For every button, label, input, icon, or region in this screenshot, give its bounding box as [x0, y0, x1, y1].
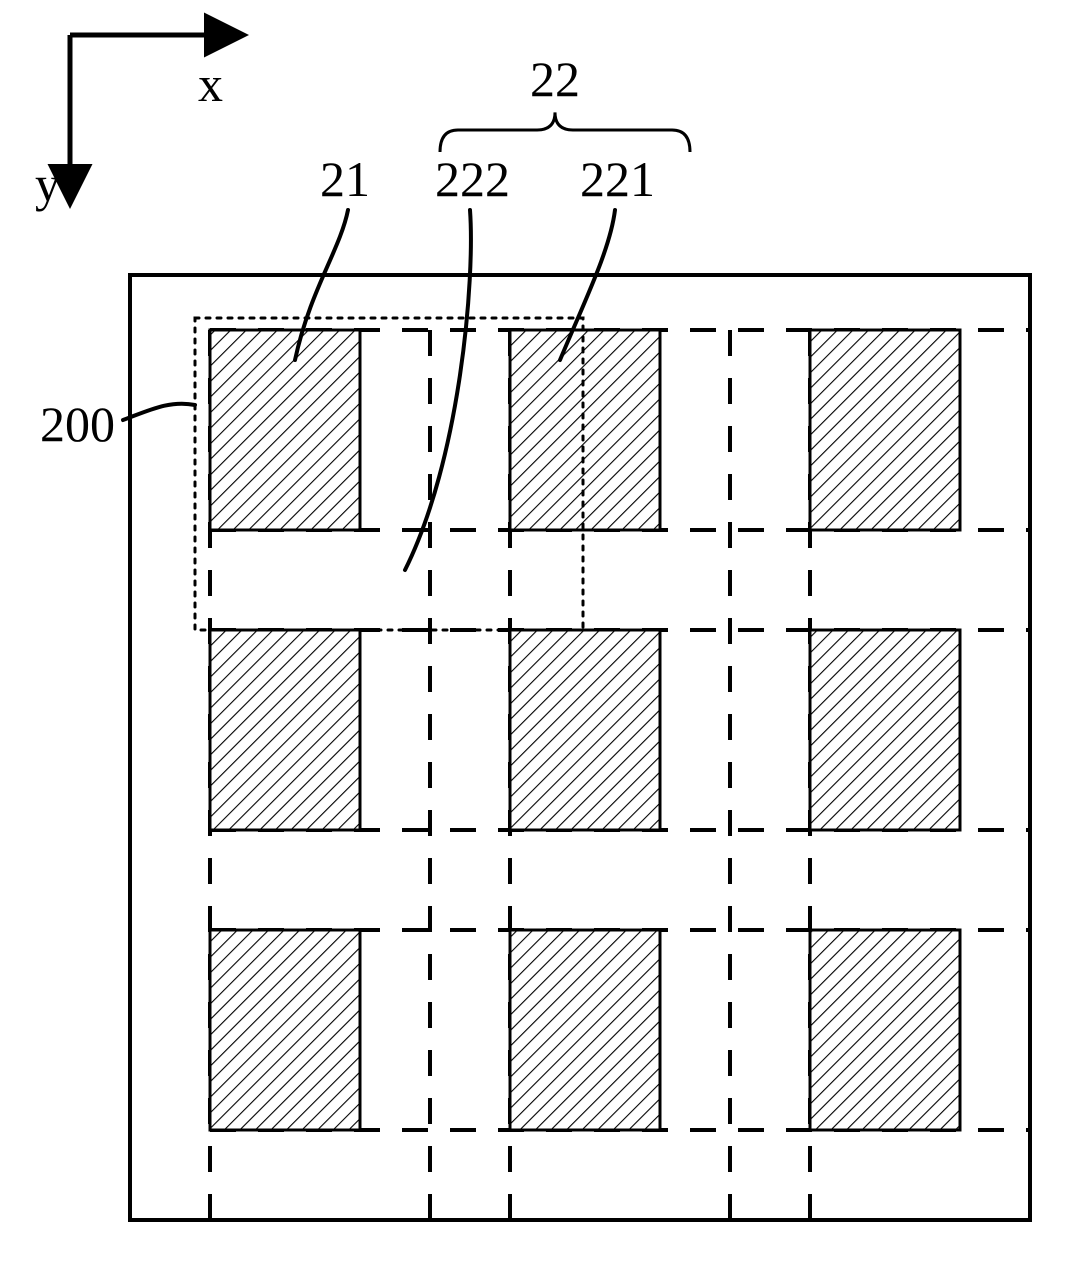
leader-222	[405, 210, 471, 570]
hatched-opening-21	[210, 330, 360, 530]
hatched-opening-21	[810, 330, 960, 530]
label-222: 222	[435, 150, 510, 208]
brace-22	[440, 112, 690, 152]
label-221: 221	[580, 150, 655, 208]
label-21: 21	[320, 150, 370, 208]
hatched-opening-21	[210, 630, 360, 830]
leader-200	[123, 404, 195, 420]
hatched-opening-21	[810, 630, 960, 830]
axis-y-label: y	[35, 155, 60, 213]
hatched-opening-21	[510, 930, 660, 1130]
hatched-opening-21	[810, 930, 960, 1130]
axis-x-label: x	[198, 55, 223, 113]
label-200: 200	[40, 395, 115, 453]
hatched-opening-21	[210, 930, 360, 1130]
hatched-opening-21	[510, 630, 660, 830]
hatched-opening-21	[510, 330, 660, 530]
label-22: 22	[530, 50, 580, 108]
